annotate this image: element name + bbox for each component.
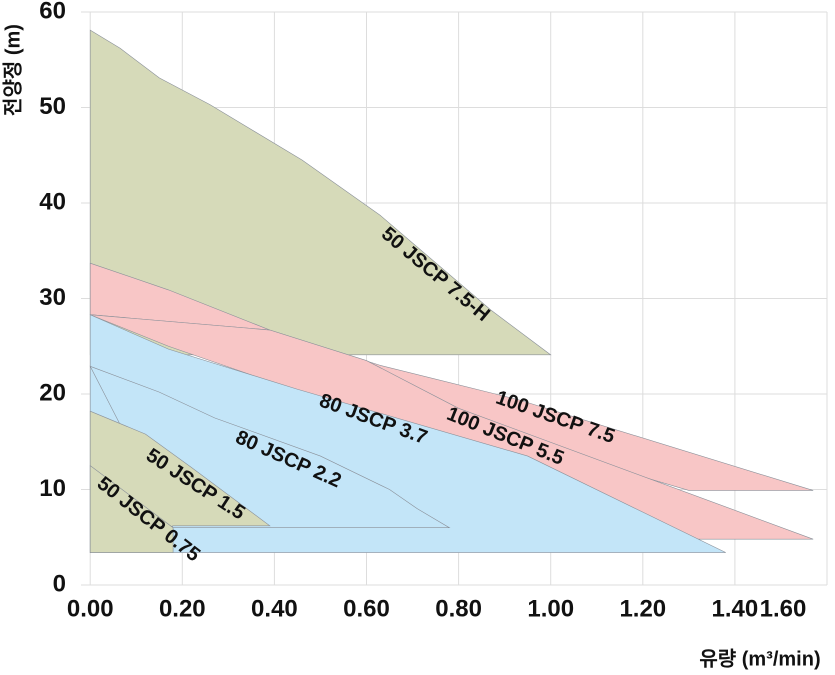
x-tick-label: 1.60: [760, 595, 807, 622]
x-tick-label: 0.60: [343, 595, 390, 622]
x-tick-label: 1.40: [712, 595, 759, 622]
x-tick-label: 0.40: [251, 595, 298, 622]
y-tick-label: 30: [39, 284, 66, 311]
y-tick-label: 60: [39, 0, 66, 24]
x-tick-label: 0.20: [159, 595, 206, 622]
x-tick-label: 0.00: [67, 595, 114, 622]
region: [89, 465, 174, 553]
y-axis-label: 전양정 (m): [1, 24, 24, 116]
y-tick-label: 20: [39, 379, 66, 406]
x-tick-label: 1.00: [527, 595, 574, 622]
y-tick-label: 50: [39, 93, 66, 120]
y-tick-label: 40: [39, 188, 66, 215]
y-tick-label: 0: [53, 570, 66, 597]
x-tick-label: 0.80: [435, 595, 482, 622]
x-axis-label: 유량 (m³/min): [699, 647, 820, 670]
y-tick-label: 10: [39, 475, 66, 502]
x-tick-label: 1.20: [619, 595, 666, 622]
